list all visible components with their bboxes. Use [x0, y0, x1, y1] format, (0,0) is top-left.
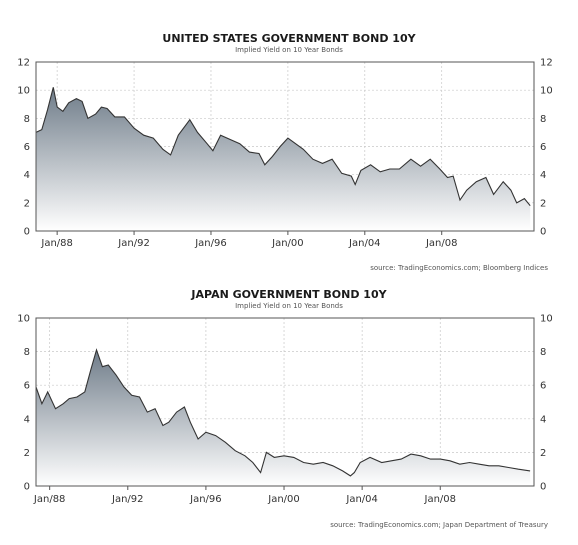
us-y-tick-label-right: 4 — [540, 170, 546, 181]
us-y-tick-label-left: 12 — [17, 58, 30, 69]
japan-x-tick-label: Jan/08 — [424, 494, 457, 505]
japan-y-tick-label-right: 8 — [540, 347, 546, 358]
us-yield-area — [36, 87, 531, 231]
japan-chart-title: JAPAN GOVERNMENT BOND 10Y — [190, 288, 387, 301]
us-x-tick-label: Jan/00 — [271, 238, 304, 249]
us-y-tick-label-left: 0 — [24, 227, 30, 238]
japan-y-tick-label-left: 10 — [17, 314, 30, 325]
japan-plot-frame — [35, 317, 535, 487]
us-y-tick-label-left: 8 — [24, 114, 30, 125]
japan-y-tick-label-left: 2 — [24, 448, 30, 459]
us-y-tick-label-left: 2 — [24, 198, 30, 209]
us-x-tick-label: Jan/04 — [348, 238, 381, 249]
japan-y-tick-label-left: 4 — [24, 414, 30, 425]
japan-chart-subtitle: Implied Yield on 10 Year Bonds — [235, 302, 343, 310]
us-y-tick-label-left: 4 — [24, 170, 30, 181]
japan-yield-line — [35, 348, 531, 477]
us-chart-subtitle: Implied Yield on 10 Year Bonds — [235, 46, 343, 54]
us-chart-source: source: TradingEconomics.com; Bloomberg … — [370, 264, 548, 272]
japan-x-tick-label: Jan/00 — [267, 494, 300, 505]
us-yield-line — [35, 87, 531, 207]
us-y-tick-label-right: 6 — [540, 142, 546, 153]
us-x-tick-label: Jan/96 — [194, 238, 227, 249]
japan-yield-area — [36, 349, 531, 486]
us-y-tick-label-right: 0 — [540, 227, 546, 238]
us-plot-frame — [35, 61, 535, 232]
japan-x-tick-label: Jan/04 — [345, 494, 378, 505]
japan-y-tick-label-left: 0 — [24, 482, 30, 493]
us-y-tick-label-left: 10 — [17, 86, 30, 97]
us-y-tick-label-right: 8 — [540, 114, 546, 125]
us-y-tick-label-left: 6 — [24, 142, 30, 153]
japan-chart-source: source: TradingEconomics.com; Japan Depa… — [330, 521, 548, 529]
japan-y-tick-label-right: 4 — [540, 414, 546, 425]
japan-y-tick-label-left: 8 — [24, 347, 30, 358]
us-x-tick-label: Jan/08 — [425, 238, 458, 249]
us-bond-chart-panel: UNITED STATES GOVERNMENT BOND 10Y Implied… — [17, 32, 553, 272]
japan-y-tick-label-right: 6 — [540, 381, 546, 392]
us-y-tick-label-right: 12 — [540, 58, 553, 69]
us-y-tick-label-right: 2 — [540, 198, 546, 209]
japan-y-tick-label-right: 10 — [540, 314, 553, 325]
us-x-tick-label: Jan/88 — [40, 238, 73, 249]
japan-x-tick-label: Jan/92 — [111, 494, 144, 505]
japan-y-tick-label-right: 0 — [540, 482, 546, 493]
us-x-tick-label: Jan/92 — [117, 238, 150, 249]
japan-x-tick-label: Jan/88 — [33, 494, 66, 505]
japan-y-tick-label-left: 6 — [24, 381, 30, 392]
japan-y-tick-label-right: 2 — [540, 448, 546, 459]
us-y-tick-label-right: 10 — [540, 86, 553, 97]
japan-x-tick-label: Jan/96 — [189, 494, 222, 505]
us-bond-chart: UNITED STATES GOVERNMENT BOND 10YImplied… — [17, 32, 553, 272]
us-chart-title: UNITED STATES GOVERNMENT BOND 10Y — [162, 32, 416, 45]
japan-bond-chart-panel: JAPAN GOVERNMENT BOND 10Y Implied Yield o… — [0, 282, 578, 541]
